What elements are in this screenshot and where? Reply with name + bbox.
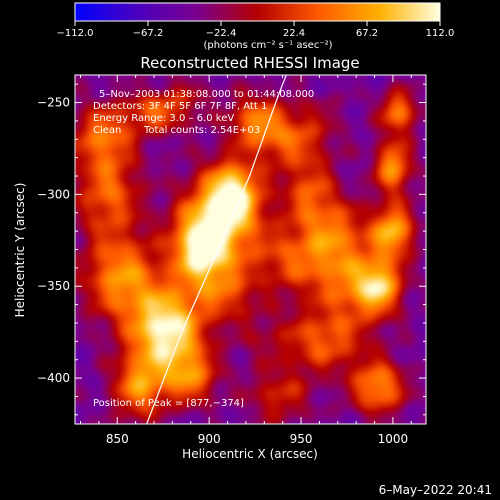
total-counts-text: Total counts: 2.54E+03 bbox=[143, 125, 260, 136]
colorbar-tick-label: −67.2 bbox=[133, 28, 164, 39]
colorbar-tick-labels: −112.0 −67.2 −22.4 22.4 67.2 112.0 bbox=[56, 28, 454, 39]
colorbar-units: (photons cm⁻² s⁻¹ asec⁻²) bbox=[203, 40, 332, 51]
detectors-text: Detectors: 3F 4F 5F 6F 7F 8F, Att 1 bbox=[93, 101, 267, 112]
footer-date: 6–May–2022 20:41 bbox=[379, 483, 492, 497]
energy-range-text: Energy Range: 3.0 – 6.0 keV bbox=[93, 113, 234, 124]
time-range-text: 5–Nov–2003 01:38:08.000 to 01:44:08.000 bbox=[99, 89, 314, 100]
annotations: 5–Nov–2003 01:38:08.000 to 01:44:08.000 … bbox=[93, 89, 314, 409]
method-text: Clean bbox=[93, 125, 121, 136]
axis-ticks bbox=[75, 75, 426, 424]
colorbar bbox=[74, 2, 441, 22]
y-tick-label: −300 bbox=[37, 187, 70, 201]
y-tick-label: −400 bbox=[37, 371, 70, 385]
x-tick-label: 900 bbox=[198, 432, 221, 446]
colorbar-tick-label: −22.4 bbox=[206, 28, 237, 39]
colorbar-tick-label: 67.2 bbox=[356, 28, 378, 39]
x-tick-label: 850 bbox=[106, 432, 129, 446]
y-axis-label: Heliocentric Y (arcsec) bbox=[13, 183, 27, 318]
x-tick-label: 950 bbox=[290, 432, 313, 446]
colorbar-tick-label: 112.0 bbox=[426, 28, 455, 39]
colorbar-tick-label: −112.0 bbox=[56, 28, 93, 39]
peak-position-text: Position of Peak = [877,−374] bbox=[93, 398, 244, 409]
x-tick-label: 1000 bbox=[378, 432, 409, 446]
solar-limb-line bbox=[146, 75, 287, 424]
heatmap-image bbox=[75, 75, 426, 424]
x-axis-label: Heliocentric X (arcsec) bbox=[182, 447, 318, 461]
chart-title: Reconstructed RHESSI Image bbox=[140, 54, 359, 72]
y-tick-label: −350 bbox=[37, 279, 70, 293]
colorbar-tick-label: 22.4 bbox=[283, 28, 305, 39]
x-tick-labels: 850 900 950 1000 bbox=[106, 432, 408, 446]
y-tick-label: −250 bbox=[37, 96, 70, 110]
colorbar-ticks bbox=[74, 21, 441, 26]
y-tick-labels: −250 −300 −350 −400 bbox=[37, 96, 70, 386]
